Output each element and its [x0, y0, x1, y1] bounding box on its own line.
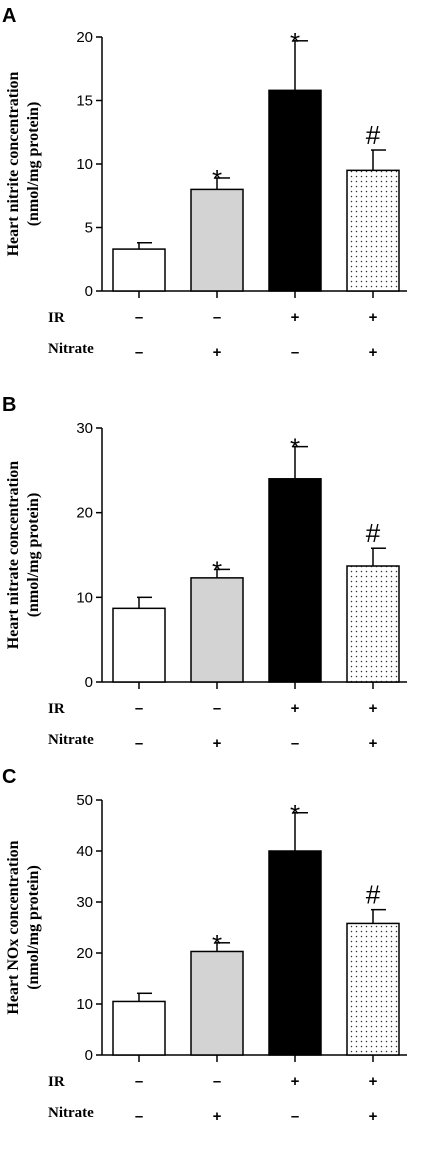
nitrate-sign: + — [213, 344, 222, 361]
nitrate-sign: + — [369, 1108, 378, 1125]
nitrate-sign: + — [369, 344, 378, 361]
nitrate-sign: + — [213, 1108, 222, 1125]
bar — [112, 248, 166, 292]
y-axis-label: Heart NOx concentration — [5, 840, 22, 1014]
ir-sign: + — [291, 1073, 300, 1090]
y-tick-label: 10 — [76, 156, 93, 173]
panel-b: B Heart nitrate concentration (nmol/mg pro… — [2, 394, 407, 752]
bar — [268, 89, 322, 292]
y-axis-label-unit: (nmol/mg protein) — [25, 493, 42, 618]
ir-sign: + — [369, 700, 378, 717]
y-tick-label: 20 — [76, 945, 93, 962]
y-tick-label: 20 — [76, 29, 93, 46]
y-axis-label-unit: (nmol/mg protein) — [25, 865, 42, 990]
y-tick-label: 0 — [85, 1047, 93, 1064]
ir-sign: – — [135, 309, 143, 326]
bar — [268, 478, 322, 683]
y-tick-label: 30 — [76, 894, 93, 911]
y-tick-label: 50 — [76, 792, 93, 809]
ir-sign: + — [291, 309, 300, 326]
nitrate-sign: + — [369, 735, 378, 752]
significance-hash: # — [366, 120, 381, 150]
y-tick-label: 0 — [85, 283, 93, 300]
panel-a: A Heart nitrite concentration (nmol/mg pro… — [2, 5, 407, 361]
nitrate-sign: – — [135, 735, 143, 752]
significance-asterisk: * — [290, 433, 300, 463]
y-tick-label: 5 — [85, 220, 93, 237]
y-tick-label: 15 — [76, 93, 93, 110]
y-tick-label: 10 — [76, 589, 93, 606]
y-axis-label-unit: (nmol/mg protein) — [25, 102, 42, 227]
significance-asterisk: * — [290, 799, 300, 829]
panel-letter: A — [2, 5, 16, 27]
ir-sign: – — [135, 1073, 143, 1090]
bar — [112, 1000, 166, 1056]
nitrate-sign: – — [291, 735, 299, 752]
significance-asterisk: * — [212, 164, 222, 194]
nitrate-sign: – — [291, 344, 299, 361]
bar — [112, 607, 166, 683]
bar — [346, 922, 400, 1056]
significance-asterisk: * — [212, 929, 222, 959]
y-axis-label: Heart nitrite concentration — [5, 71, 22, 256]
nitrate-row-label: Nitrate — [48, 732, 94, 748]
significance-hash: # — [366, 518, 381, 548]
bar — [190, 188, 244, 292]
significance-asterisk: * — [212, 555, 222, 585]
ir-row-label: IR — [48, 1074, 65, 1090]
nitrate-sign: – — [135, 344, 143, 361]
ir-sign: – — [213, 309, 221, 326]
y-tick-label: 20 — [76, 505, 93, 522]
y-tick-label: 40 — [76, 843, 93, 860]
ir-sign: – — [213, 1073, 221, 1090]
bar — [346, 169, 400, 292]
panel-c: C Heart NOx concentration (nmol/mg protein… — [2, 766, 407, 1125]
y-tick-label: 10 — [76, 996, 93, 1013]
panel-letter: B — [2, 394, 16, 416]
significance-hash: # — [366, 880, 381, 910]
ir-row-label: IR — [48, 310, 65, 326]
bar — [346, 565, 400, 683]
significance-asterisk: * — [290, 27, 300, 57]
nitrate-row-label: Nitrate — [48, 1105, 94, 1121]
panel-letter: C — [2, 766, 16, 788]
bar — [268, 850, 322, 1056]
nitrate-row-label: Nitrate — [48, 341, 94, 357]
ir-sign: – — [213, 700, 221, 717]
bar — [190, 950, 244, 1056]
y-tick-label: 30 — [76, 420, 93, 437]
ir-row-label: IR — [48, 701, 65, 717]
y-axis-label: Heart nitrate concentration — [5, 461, 22, 649]
ir-sign: + — [291, 700, 300, 717]
nitrate-sign: – — [291, 1108, 299, 1125]
ir-sign: + — [369, 309, 378, 326]
bar — [190, 577, 244, 683]
nitrate-sign: – — [135, 1108, 143, 1125]
ir-sign: + — [369, 1073, 378, 1090]
y-tick-label: 0 — [85, 674, 93, 691]
ir-sign: – — [135, 700, 143, 717]
nitrate-sign: + — [213, 735, 222, 752]
